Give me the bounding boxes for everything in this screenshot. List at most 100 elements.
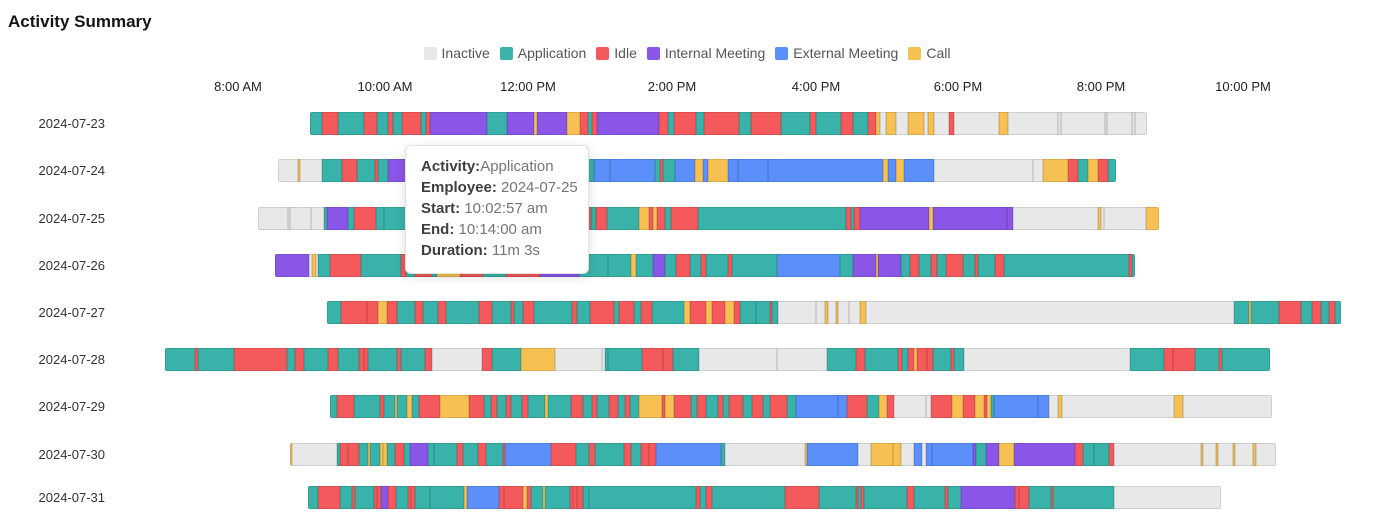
- activity-segment-call[interactable]: [907, 112, 924, 135]
- activity-segment-idle[interactable]: [641, 348, 664, 371]
- activity-segment-application[interactable]: [423, 301, 439, 324]
- activity-segment-idle[interactable]: [751, 395, 764, 418]
- activity-segment-idle[interactable]: [623, 443, 631, 466]
- activity-segment-call[interactable]: [824, 301, 829, 324]
- activity-segment-idle[interactable]: [506, 395, 511, 418]
- legend-item-idle[interactable]: Idle: [596, 45, 637, 61]
- activity-segment-external-meeting[interactable]: [655, 443, 722, 466]
- activity-segment-inactive[interactable]: [1113, 486, 1221, 509]
- activity-segment-inactive[interactable]: [1103, 207, 1147, 230]
- activity-segment-inactive[interactable]: [925, 395, 932, 418]
- activity-segment-inactive[interactable]: [816, 301, 825, 324]
- activity-segment-application[interactable]: [919, 254, 931, 277]
- activity-segment-call[interactable]: [913, 348, 918, 371]
- activity-segment-call[interactable]: [380, 443, 384, 466]
- activity-segment-internal-meeting[interactable]: [326, 207, 349, 230]
- activity-segment-application[interactable]: [530, 486, 543, 509]
- activity-segment-idle[interactable]: [438, 301, 447, 324]
- activity-segment-application[interactable]: [826, 348, 857, 371]
- activity-segment-idle[interactable]: [676, 254, 690, 277]
- activity-segment-call[interactable]: [638, 395, 662, 418]
- activity-segment-application[interactable]: [548, 395, 572, 418]
- activity-segment-idle[interactable]: [551, 443, 576, 466]
- activity-segment-application[interactable]: [327, 301, 342, 324]
- activity-segment-application[interactable]: [322, 159, 342, 182]
- activity-segment-inactive[interactable]: [837, 301, 849, 324]
- activity-segment-application[interactable]: [545, 486, 570, 509]
- activity-segment-idle[interactable]: [810, 112, 817, 135]
- activity-segment-idle[interactable]: [856, 348, 865, 371]
- activity-segment-application[interactable]: [577, 301, 590, 324]
- activity-segment-idle[interactable]: [571, 395, 583, 418]
- activity-segment-application[interactable]: [401, 348, 425, 371]
- activity-segment-idle[interactable]: [1163, 348, 1174, 371]
- activity-segment-internal-meeting[interactable]: [275, 254, 310, 277]
- activity-segment-idle[interactable]: [963, 395, 975, 418]
- activity-segment-idle[interactable]: [510, 301, 515, 324]
- legend-item-inactive[interactable]: Inactive: [423, 45, 490, 61]
- activity-segment-application[interactable]: [429, 486, 464, 509]
- activity-segment-external-meeting[interactable]: [777, 254, 840, 277]
- activity-segment-application[interactable]: [412, 395, 420, 418]
- activity-segment-idle[interactable]: [661, 395, 665, 418]
- activity-segment-call[interactable]: [929, 207, 934, 230]
- activity-segment-inactive[interactable]: [1012, 207, 1098, 230]
- activity-segment-call[interactable]: [523, 486, 528, 509]
- timeline-bar-2024-07-31[interactable]: [308, 486, 1221, 509]
- activity-segment-idle[interactable]: [342, 159, 357, 182]
- activity-segment-external-meeting[interactable]: [738, 159, 768, 182]
- activity-segment-inactive[interactable]: [954, 112, 1000, 135]
- activity-segment-external-meeting[interactable]: [610, 159, 655, 182]
- activity-segment-inactive[interactable]: [879, 112, 886, 135]
- activity-segment-idle[interactable]: [359, 348, 365, 371]
- activity-segment-idle[interactable]: [750, 112, 781, 135]
- activity-segment-idle[interactable]: [656, 207, 666, 230]
- activity-segment-inactive[interactable]: [1107, 112, 1133, 135]
- activity-segment-idle[interactable]: [363, 112, 377, 135]
- activity-segment-idle[interactable]: [351, 486, 356, 509]
- activity-segment-application[interactable]: [337, 443, 341, 466]
- legend-item-call[interactable]: Call: [908, 45, 950, 61]
- activity-segment-idle[interactable]: [983, 395, 988, 418]
- activity-segment-idle[interactable]: [926, 348, 933, 371]
- activity-segment-application[interactable]: [323, 207, 327, 230]
- activity-segment-application[interactable]: [900, 254, 911, 277]
- activity-segment-application[interactable]: [1053, 486, 1114, 509]
- activity-segment-application[interactable]: [780, 112, 811, 135]
- activity-segment-call[interactable]: [999, 112, 1008, 135]
- activity-segment-application[interactable]: [428, 443, 435, 466]
- activity-segment-idle[interactable]: [1218, 348, 1223, 371]
- activity-segment-inactive[interactable]: [933, 112, 950, 135]
- activity-segment-application[interactable]: [819, 486, 856, 509]
- activity-segment-call[interactable]: [1097, 207, 1101, 230]
- activity-segment-idle[interactable]: [419, 395, 440, 418]
- activity-segment-call[interactable]: [875, 112, 880, 135]
- activity-segment-internal-meeting[interactable]: [853, 254, 876, 277]
- activity-segment-idle[interactable]: [701, 254, 706, 277]
- activity-segment-call[interactable]: [1201, 443, 1204, 466]
- activity-segment-idle[interactable]: [354, 207, 376, 230]
- activity-segment-idle[interactable]: [860, 486, 865, 509]
- activity-segment-internal-meeting[interactable]: [653, 254, 665, 277]
- activity-segment-inactive[interactable]: [893, 395, 926, 418]
- activity-segment-application[interactable]: [771, 301, 779, 324]
- activity-segment-inactive[interactable]: [1203, 443, 1216, 466]
- activity-segment-idle[interactable]: [388, 112, 394, 135]
- timeline-bar-2024-07-26[interactable]: [275, 254, 1135, 277]
- activity-segment-application[interactable]: [588, 112, 592, 135]
- activity-segment-call[interactable]: [638, 207, 650, 230]
- timeline-bar-2024-07-27[interactable]: [327, 301, 1341, 324]
- activity-segment-external-meeting[interactable]: [768, 159, 883, 182]
- activity-segment-idle[interactable]: [785, 486, 820, 509]
- activity-segment-call[interactable]: [377, 301, 387, 324]
- activity-segment-external-meeting[interactable]: [904, 159, 934, 182]
- activity-segment-application[interactable]: [963, 254, 975, 277]
- activity-segment-application[interactable]: [1108, 159, 1116, 182]
- activity-segment-application[interactable]: [485, 443, 503, 466]
- activity-segment-call[interactable]: [542, 486, 546, 509]
- activity-segment-application[interactable]: [816, 112, 842, 135]
- activity-segment-idle[interactable]: [329, 254, 362, 277]
- activity-segment-external-meeting[interactable]: [1037, 395, 1050, 418]
- activity-segment-application[interactable]: [1083, 443, 1094, 466]
- activity-segment-application[interactable]: [665, 207, 672, 230]
